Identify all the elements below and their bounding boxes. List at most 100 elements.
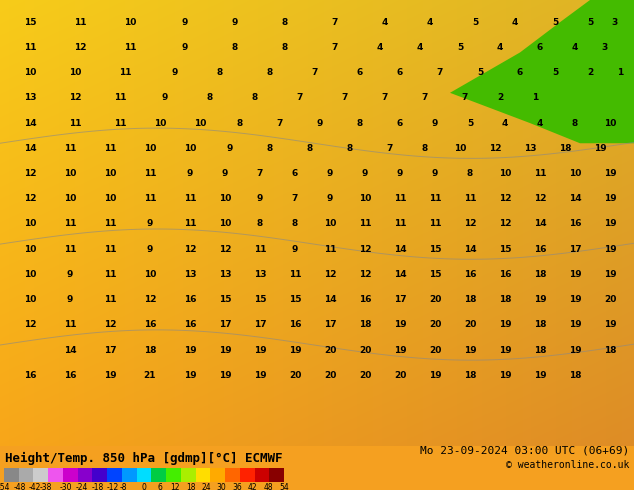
Text: 11: 11: [104, 220, 116, 228]
Text: 3: 3: [602, 43, 608, 52]
Bar: [4, 468, 19, 482]
Text: 12: 12: [219, 245, 231, 254]
Text: 42: 42: [248, 483, 257, 490]
Text: 4: 4: [537, 119, 543, 127]
Text: 6: 6: [292, 169, 298, 178]
Text: 20: 20: [289, 371, 301, 380]
Text: -8: -8: [120, 483, 127, 490]
Text: 19: 19: [104, 371, 116, 380]
Text: 19: 19: [534, 295, 547, 304]
Text: 8: 8: [267, 144, 273, 153]
Text: 12: 12: [489, 144, 501, 153]
Text: 11: 11: [74, 18, 86, 26]
Text: 11: 11: [64, 245, 76, 254]
Text: 5: 5: [457, 43, 463, 52]
Text: 9: 9: [292, 245, 298, 254]
Text: 7: 7: [437, 68, 443, 77]
Text: 10: 10: [64, 169, 76, 178]
Text: 6: 6: [517, 68, 523, 77]
Text: 12: 12: [144, 295, 156, 304]
Text: 17: 17: [104, 345, 116, 355]
Text: © weatheronline.co.uk: © weatheronline.co.uk: [506, 460, 629, 470]
Text: 4: 4: [572, 43, 578, 52]
Text: 19: 19: [429, 371, 441, 380]
Text: 9: 9: [182, 43, 188, 52]
Text: 5: 5: [467, 119, 473, 127]
Bar: [181, 468, 195, 482]
Text: 19: 19: [604, 245, 616, 254]
Text: 19: 19: [499, 320, 511, 329]
Text: 9: 9: [327, 169, 333, 178]
Text: 12: 12: [23, 169, 36, 178]
Text: 10: 10: [24, 220, 36, 228]
Text: 3: 3: [612, 18, 618, 26]
Text: -38: -38: [39, 483, 51, 490]
Text: 16: 16: [184, 320, 197, 329]
Text: 10: 10: [124, 18, 136, 26]
Text: 19: 19: [184, 371, 197, 380]
Text: 11: 11: [463, 194, 476, 203]
Text: 10: 10: [454, 144, 466, 153]
Text: 15: 15: [429, 270, 441, 279]
Text: 19: 19: [394, 320, 406, 329]
Text: 12: 12: [324, 270, 336, 279]
Text: 15: 15: [23, 18, 36, 26]
Text: 16: 16: [534, 245, 547, 254]
Text: 19: 19: [288, 345, 301, 355]
Text: 20: 20: [604, 295, 616, 304]
Bar: [210, 468, 225, 482]
Text: 19: 19: [604, 270, 616, 279]
Text: 9: 9: [432, 169, 438, 178]
Text: 24: 24: [202, 483, 211, 490]
Text: 18: 18: [499, 295, 511, 304]
Text: 19: 19: [569, 320, 581, 329]
Text: 7: 7: [332, 43, 338, 52]
Text: 19: 19: [569, 295, 581, 304]
Text: 9: 9: [327, 194, 333, 203]
Bar: [93, 468, 107, 482]
Text: 9: 9: [362, 169, 368, 178]
Text: 5: 5: [472, 18, 478, 26]
Text: 10: 10: [184, 144, 196, 153]
Bar: [225, 468, 240, 482]
Text: 18: 18: [604, 345, 616, 355]
Text: 8: 8: [307, 144, 313, 153]
Text: 1: 1: [532, 94, 538, 102]
Bar: [240, 468, 254, 482]
Text: 10: 10: [24, 68, 36, 77]
Text: 4: 4: [382, 18, 388, 26]
Text: 5: 5: [552, 18, 558, 26]
Text: 19: 19: [604, 169, 616, 178]
Text: 16: 16: [144, 320, 156, 329]
Bar: [122, 468, 137, 482]
Text: 15: 15: [288, 295, 301, 304]
Text: 11: 11: [113, 94, 126, 102]
Text: 14: 14: [63, 345, 76, 355]
Text: 20: 20: [429, 320, 441, 329]
Text: 10: 10: [104, 194, 116, 203]
Text: 8: 8: [422, 144, 428, 153]
Text: 20: 20: [359, 371, 371, 380]
Bar: [166, 468, 181, 482]
Text: 16: 16: [359, 295, 372, 304]
Text: 8: 8: [257, 220, 263, 228]
Bar: [107, 468, 122, 482]
Text: 12: 12: [499, 194, 511, 203]
Text: 11: 11: [104, 270, 116, 279]
Text: 2: 2: [497, 94, 503, 102]
Bar: [63, 468, 78, 482]
Bar: [48, 468, 63, 482]
Text: 10: 10: [324, 220, 336, 228]
Text: 19: 19: [184, 345, 197, 355]
Text: 8: 8: [282, 18, 288, 26]
Text: 19: 19: [569, 345, 581, 355]
Text: 9: 9: [162, 94, 168, 102]
Text: 12: 12: [463, 220, 476, 228]
Text: -18: -18: [91, 483, 103, 490]
Text: -48: -48: [13, 483, 26, 490]
Text: 19: 19: [604, 194, 616, 203]
Text: 8: 8: [347, 144, 353, 153]
Text: 5: 5: [552, 68, 558, 77]
Text: 9: 9: [172, 68, 178, 77]
Text: 9: 9: [67, 270, 73, 279]
